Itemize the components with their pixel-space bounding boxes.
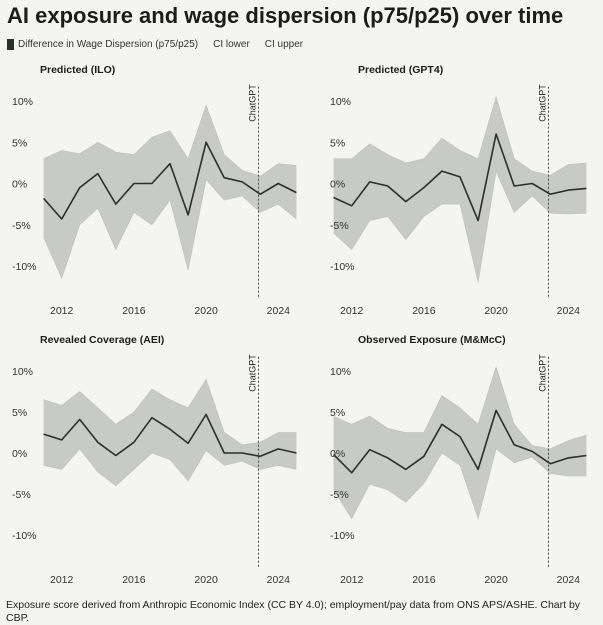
legend-line-label: Difference in Wage Dispersion (p75/p25) xyxy=(18,39,199,50)
y-tick-label: -5% xyxy=(12,489,31,501)
x-tick-label: 2016 xyxy=(122,305,146,317)
ci-band xyxy=(43,379,297,486)
y-tick-label: 10% xyxy=(330,96,351,108)
y-tick-label: 5% xyxy=(12,137,27,149)
series-line xyxy=(42,141,297,220)
legend-ci-lower-label: CI lower xyxy=(213,39,250,50)
legend-ci-upper-label: CI upper xyxy=(264,39,304,50)
ci-lower-line xyxy=(333,170,587,283)
panel-title: Predicted (ILO) xyxy=(40,64,115,76)
y-tick-label: 10% xyxy=(12,96,33,108)
series-line xyxy=(333,409,587,474)
ci-upper-line xyxy=(333,365,587,450)
y-tick-label: -10% xyxy=(330,530,355,542)
panel-predicted-ilo: Predicted (ILO) ChatGPT 10% 5% 0% -5% -10% 2012… xyxy=(12,64,297,317)
y-tick-label: 0% xyxy=(12,179,27,191)
x-tick-label: 2024 xyxy=(557,305,581,317)
ci-lower-line xyxy=(43,178,297,280)
ci-lower-line xyxy=(333,448,587,520)
series-line xyxy=(43,413,297,458)
panel-revealed-coverage: Revealed Coverage (AEI) ChatGPT 10% 5% 0% -5%… xyxy=(12,334,297,586)
y-tick-label: -5% xyxy=(12,220,31,232)
chatgpt-label: ChatGPT xyxy=(247,354,257,392)
ci-upper-line xyxy=(333,95,587,176)
y-tick-label: -10% xyxy=(330,261,355,273)
panel-title: Predicted (GPT4) xyxy=(358,64,443,76)
y-tick-label: -10% xyxy=(12,261,37,273)
series-line xyxy=(333,133,587,222)
x-tick-label: 2016 xyxy=(412,305,436,317)
ci-upper-line xyxy=(43,104,297,177)
ci-upper-line xyxy=(43,378,297,446)
y-tick-label: 5% xyxy=(330,137,345,149)
x-tick-label: 2020 xyxy=(194,305,218,317)
ci-band xyxy=(333,96,587,283)
chatgpt-label: ChatGPT xyxy=(537,84,547,122)
x-tick-label: 2024 xyxy=(557,574,581,586)
source-note: Exposure score derived from Anthropic Ec… xyxy=(6,599,581,624)
legend-line-swatch xyxy=(7,39,14,50)
y-tick-label: 0% xyxy=(12,448,27,460)
y-tick-label: 10% xyxy=(330,366,351,378)
figure-title: AI exposure and wage dispersion (p75/p25… xyxy=(7,3,564,28)
y-tick-label: 10% xyxy=(12,366,33,378)
y-tick-label: -5% xyxy=(330,220,349,232)
x-tick-label: 2024 xyxy=(267,305,291,317)
y-tick-label: -10% xyxy=(12,530,37,542)
ci-lower-line xyxy=(43,448,297,487)
panel-observed-exposure: Observed Exposure (M&McC) ChatGPT 10% 5% 0% -… xyxy=(330,334,587,586)
ci-band xyxy=(43,105,297,279)
panel-title: Observed Exposure (M&McC) xyxy=(358,334,506,346)
x-tick-label: 2012 xyxy=(50,305,74,317)
x-tick-label: 2016 xyxy=(412,574,436,586)
panel-predicted-gpt4: Predicted (GPT4) ChatGPT 10% 5% 0% -5% -10% 201… xyxy=(330,64,587,317)
x-tick-label: 2012 xyxy=(50,574,74,586)
x-tick-label: 2020 xyxy=(194,574,218,586)
y-tick-label: 0% xyxy=(330,179,345,191)
chatgpt-label: ChatGPT xyxy=(247,84,257,122)
ci-band xyxy=(333,366,587,519)
y-tick-label: -5% xyxy=(330,489,349,501)
x-tick-label: 2012 xyxy=(340,305,364,317)
panel-title: Revealed Coverage (AEI) xyxy=(40,334,164,346)
x-tick-label: 2020 xyxy=(484,574,508,586)
y-tick-label: 0% xyxy=(330,448,345,460)
y-tick-label: 5% xyxy=(12,407,27,419)
x-tick-label: 2024 xyxy=(267,574,291,586)
chatgpt-label: ChatGPT xyxy=(537,354,547,392)
x-tick-label: 2016 xyxy=(122,574,146,586)
legend: Difference in Wage Dispersion (p75/p25) … xyxy=(7,39,318,50)
x-tick-label: 2020 xyxy=(484,305,508,317)
x-tick-label: 2012 xyxy=(340,574,364,586)
y-tick-label: 5% xyxy=(330,407,345,419)
